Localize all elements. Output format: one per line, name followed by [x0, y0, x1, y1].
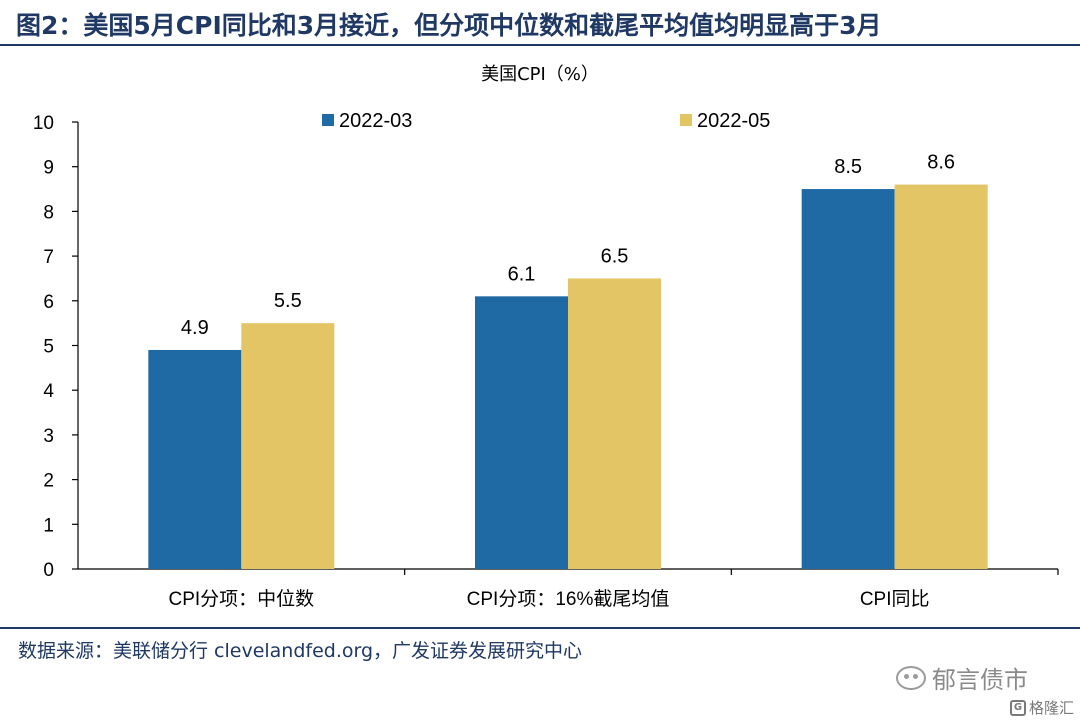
watermark-text: 郁言债市	[932, 666, 1028, 694]
y-tick-label: 7	[43, 247, 54, 268]
x-tick-label: CPI分项：中位数	[168, 588, 314, 610]
y-tick-label: 8	[43, 202, 54, 223]
legend-swatch	[680, 114, 692, 126]
legend-swatch	[322, 114, 334, 126]
y-tick-label: 1	[43, 515, 54, 536]
x-tick-label: CPI同比	[860, 588, 930, 610]
bar	[148, 349, 242, 569]
gelonghui-logo-icon: G	[1009, 699, 1026, 716]
y-tick-label: 9	[43, 158, 54, 179]
chart-title: 美国CPI（%）	[481, 64, 599, 85]
title-rule	[0, 44, 1080, 46]
bar	[568, 278, 661, 569]
data-label: 8.5	[834, 156, 862, 178]
data-label: 4.9	[181, 317, 209, 339]
y-tick-label: 5	[43, 337, 54, 358]
legend-label: 2022-03	[339, 110, 412, 132]
bar	[801, 189, 895, 570]
y-tick-label: 10	[33, 113, 54, 134]
data-label: 6.5	[601, 245, 629, 267]
y-tick-label: 2	[43, 471, 54, 492]
watermark-small-text: 格隆汇	[1028, 699, 1074, 717]
bar	[241, 323, 335, 569]
watermark: 郁言债市	[896, 660, 1028, 695]
watermark-small: G 格隆汇	[1009, 697, 1074, 718]
legend-label: 2022-05	[697, 110, 770, 132]
data-label: 6.1	[508, 263, 536, 285]
bar	[894, 184, 988, 569]
figure-title: 图2：美国5月CPI同比和3月接近，但分项中位数和截尾平均值均明显高于3月	[16, 11, 882, 40]
y-tick-label: 4	[43, 381, 54, 402]
y-tick-label: 6	[43, 292, 54, 313]
bar-chart: 0 1 2 3 4 5 6 7 8 9 10 CPI分项：中位数 4.9 5.5 CPI分项：16%截尾均值…	[33, 110, 1059, 610]
wechat-icon	[896, 665, 926, 690]
data-label: 8.6	[927, 152, 955, 174]
source-rule	[0, 627, 1080, 629]
bar	[475, 296, 568, 569]
data-label: 5.5	[274, 290, 302, 312]
y-tick-label: 3	[43, 426, 54, 447]
source-note: 数据来源：美联储分行 clevelandfed.org，广发证券发展研究中心	[18, 640, 583, 662]
y-tick-label: 0	[43, 560, 54, 581]
x-tick-label: CPI分项：16%截尾均值	[467, 588, 670, 610]
